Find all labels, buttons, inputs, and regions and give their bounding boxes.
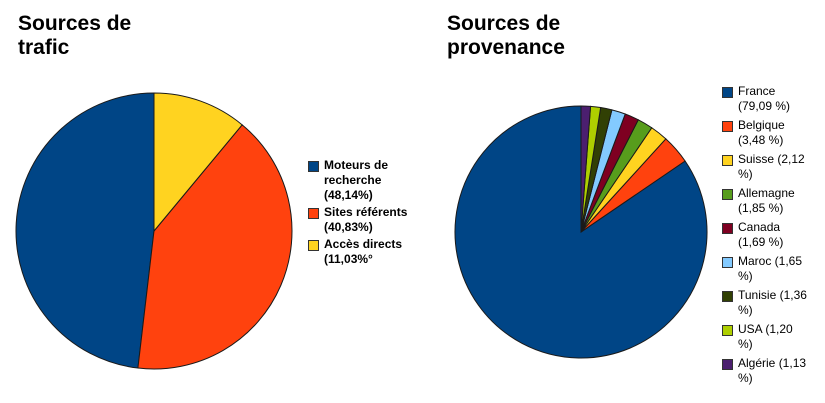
provenance-legend-swatch: [722, 359, 733, 370]
provenance-legend-item-algerie: Algérie (1,13 %): [722, 356, 808, 386]
provenance-legend-item-usa: USA (1,20 %): [722, 322, 808, 352]
provenance-legend-swatch: [722, 87, 733, 98]
provenance-legend-item-canada: Canada (1,69 %): [722, 220, 808, 250]
provenance-legend-item-maroc: Maroc (1,65 %): [722, 254, 808, 284]
traffic-sources-legend: Moteurs de recherche (48,14%) Sites référ…: [308, 158, 408, 269]
provenance-legend-label: Suisse (2,12 %): [738, 152, 805, 181]
traffic-legend-item-moteurs-de-recherche: Moteurs de recherche (48,14%): [308, 158, 408, 203]
provenance-legend-swatch: [722, 189, 733, 200]
traffic-legend-label: Accès directs (11,03%°: [324, 237, 403, 266]
provenance-legend-label: Allemagne (1,85 %): [738, 186, 795, 215]
provenance-legend-label: Algérie (1,13 %): [738, 356, 807, 385]
provenance-legend-item-suisse: Suisse (2,12 %): [722, 152, 808, 182]
provenance-sources-legend: France (79,09 %) Belgique (3,48 %) Suisse …: [722, 84, 808, 390]
traffic-legend-swatch: [308, 240, 319, 251]
provenance-legend-swatch: [722, 155, 733, 166]
traffic-slice-sites-referents: [137, 124, 293, 370]
provenance-legend-swatch: [722, 223, 733, 234]
chart-title-provenance-sources: Sources de provenance: [447, 12, 565, 59]
traffic-legend-swatch: [308, 161, 319, 172]
provenance-legend-label: USA (1,20 %): [738, 322, 793, 351]
traffic-legend-swatch: [308, 208, 319, 219]
provenance-legend-item-tunisie: Tunisie (1,36 %): [722, 288, 808, 318]
provenance-slice-france: [454, 105, 708, 359]
provenance-legend-label: Maroc (1,65 %): [738, 254, 803, 283]
provenance-legend-label: Belgique (3,48 %): [738, 118, 785, 147]
provenance-legend-label: Tunisie (1,36 %): [738, 288, 807, 317]
provenance-legend-swatch: [722, 257, 733, 268]
traffic-legend-label: Sites référents (40,83%): [324, 205, 408, 234]
provenance-legend-swatch: [722, 325, 733, 336]
provenance-legend-swatch: [722, 291, 733, 302]
traffic-slice-moteurs-de-recherche: [15, 92, 155, 369]
provenance-legend-item-france: France (79,09 %): [722, 84, 808, 114]
provenance-slice-algerie: [580, 105, 592, 233]
chart-title-traffic-sources: Sources de trafic: [18, 12, 132, 59]
traffic-legend-label: Moteurs de recherche (48,14%): [324, 158, 389, 202]
traffic-slice-acces-directs: [153, 92, 243, 233]
provenance-legend-label: Canada (1,69 %): [738, 220, 784, 249]
provenance-legend-label: France (79,09 %): [738, 84, 791, 113]
traffic-legend-item-sites-referents: Sites référents (40,83%): [308, 205, 408, 235]
provenance-legend-item-belgique: Belgique (3,48 %): [722, 118, 808, 148]
provenance-legend-swatch: [722, 121, 733, 132]
traffic-legend-item-acces-directs: Accès directs (11,03%°: [308, 237, 408, 267]
provenance-legend-item-allemagne: Allemagne (1,85 %): [722, 186, 808, 216]
